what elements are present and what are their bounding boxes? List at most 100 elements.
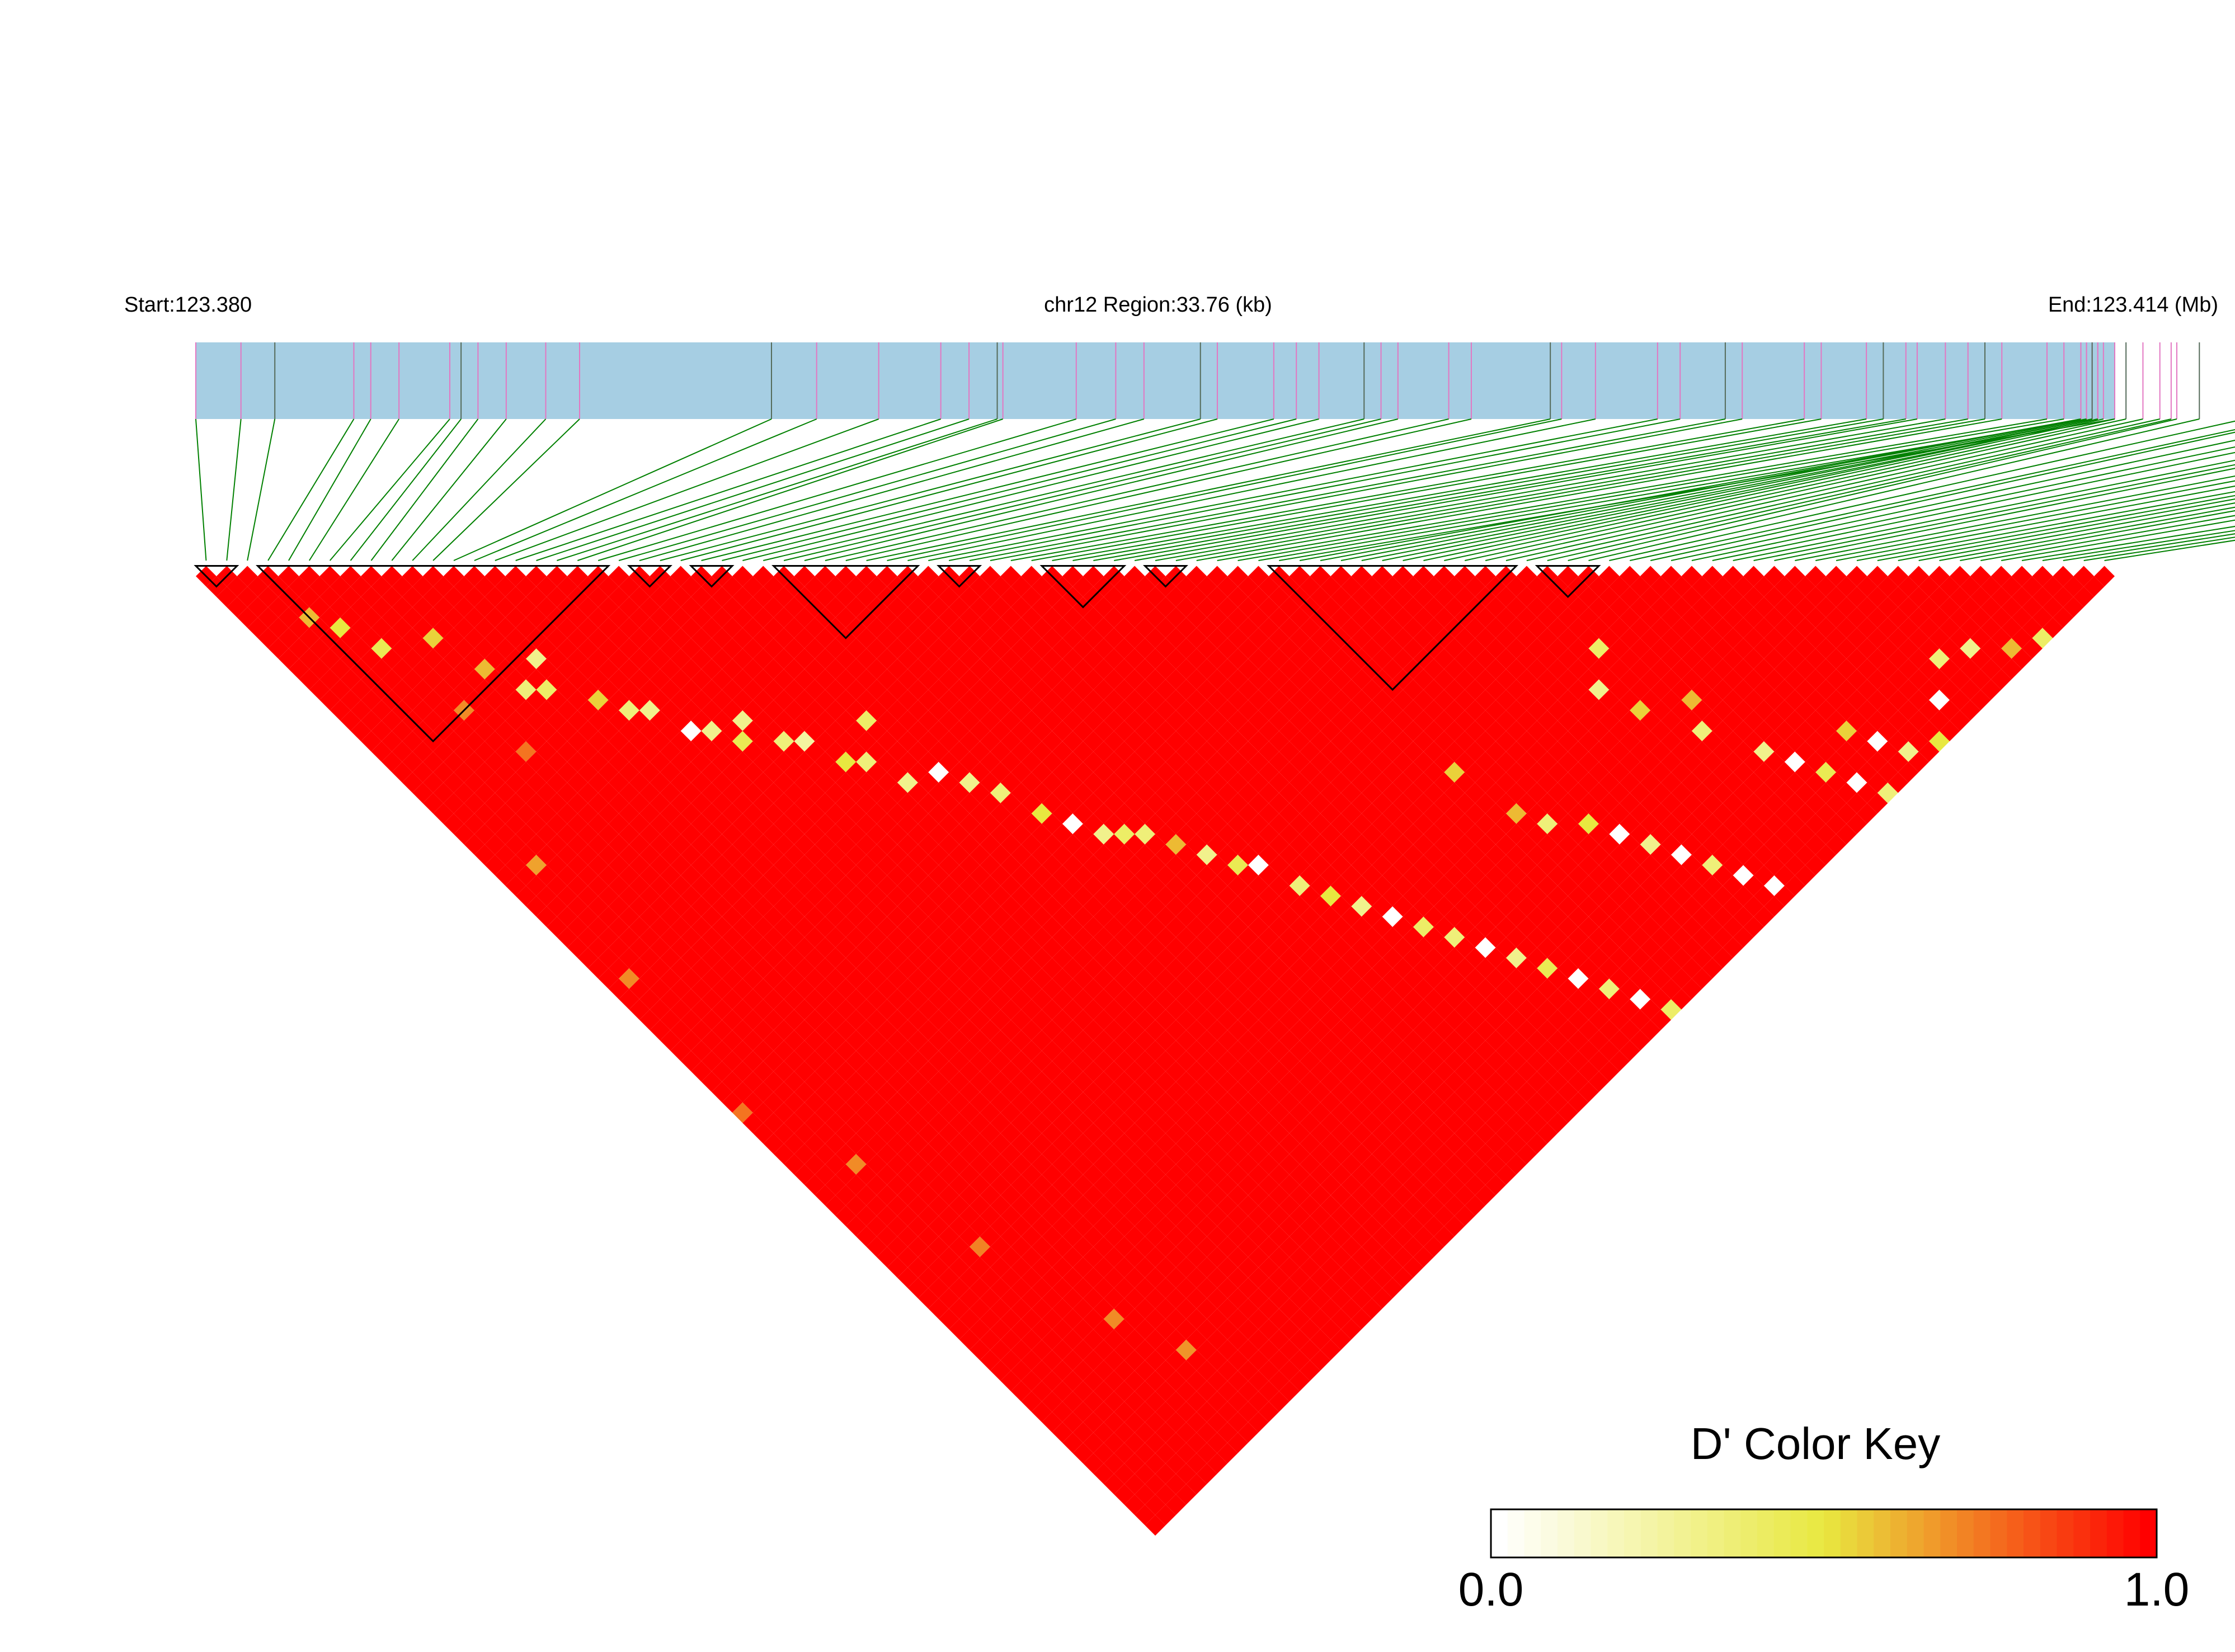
ld-cell bbox=[309, 576, 330, 597]
ld-cell bbox=[980, 669, 1001, 690]
ld-cell bbox=[732, 669, 753, 690]
ld-cell bbox=[1124, 628, 1145, 649]
ld-cell bbox=[825, 1030, 846, 1051]
ld-cell bbox=[1021, 813, 1042, 835]
ld-cell bbox=[928, 968, 949, 989]
ld-cell bbox=[980, 1205, 1001, 1226]
ld-cell bbox=[608, 628, 629, 649]
ld-cell bbox=[1207, 1081, 1228, 1103]
ld-cell bbox=[980, 1123, 1001, 1144]
ld-cell bbox=[928, 1112, 949, 1133]
ld-cell bbox=[1465, 926, 1486, 948]
ld-cell bbox=[691, 916, 712, 938]
ld-cell bbox=[1340, 1154, 1362, 1175]
ld-cell bbox=[1207, 628, 1228, 649]
ld-cell bbox=[526, 689, 547, 710]
ld-cell bbox=[866, 906, 887, 927]
snp-connector-line bbox=[1980, 515, 2235, 561]
ld-cell bbox=[1124, 1453, 1145, 1474]
color-key-min-label: 0.0 bbox=[1458, 1563, 1524, 1616]
ld-cell bbox=[268, 617, 289, 638]
ld-cell bbox=[1103, 731, 1124, 752]
ld-cell bbox=[1062, 999, 1083, 1020]
snp-connector-line bbox=[195, 418, 207, 561]
ld-cell bbox=[536, 823, 557, 845]
ld-cell bbox=[691, 958, 712, 979]
ld-cell bbox=[1103, 1185, 1124, 1206]
ld-cell bbox=[454, 679, 474, 700]
ld-cell bbox=[1505, 968, 1527, 989]
ld-cell bbox=[526, 731, 547, 752]
ld-cell bbox=[670, 854, 691, 876]
ld-cell bbox=[907, 1154, 929, 1175]
ld-cell bbox=[1423, 1112, 1444, 1133]
ld-cell bbox=[1465, 823, 1486, 845]
ld-cell bbox=[784, 1051, 805, 1072]
ld-cell bbox=[1000, 896, 1022, 917]
ld-cell bbox=[587, 669, 609, 690]
ld-cell bbox=[1062, 1309, 1083, 1330]
ld-cell bbox=[1423, 803, 1444, 824]
ld-cell bbox=[1083, 1309, 1104, 1330]
ld-cell bbox=[1083, 751, 1104, 773]
ld-cell bbox=[1124, 1143, 1145, 1165]
ld-cell bbox=[454, 782, 474, 803]
ld-cell bbox=[608, 793, 629, 814]
ld-cell bbox=[763, 700, 784, 721]
ld-cell bbox=[650, 628, 671, 649]
ld-cell bbox=[1289, 1350, 1310, 1371]
snp-connector-line bbox=[1774, 468, 2235, 561]
ld-cell bbox=[433, 576, 454, 597]
ld-cell bbox=[536, 658, 557, 680]
ld-cell bbox=[1165, 1309, 1187, 1330]
ld-cell bbox=[1062, 772, 1083, 793]
ld-cell bbox=[784, 1112, 805, 1133]
ld-cell bbox=[608, 937, 629, 958]
ld-cell bbox=[1000, 1205, 1022, 1226]
ld-cell bbox=[1000, 1185, 1022, 1206]
ld-cell bbox=[980, 1164, 1001, 1185]
ld-cell bbox=[845, 782, 867, 803]
ld-cell bbox=[1505, 1051, 1527, 1072]
ld-cell bbox=[907, 1133, 929, 1154]
ld-cell bbox=[1558, 999, 1579, 1020]
snp-connector-line bbox=[1568, 418, 2177, 561]
ld-cell bbox=[495, 679, 516, 700]
ld-cell bbox=[712, 999, 732, 1020]
ld-cell bbox=[1103, 813, 1124, 835]
ld-cell bbox=[1000, 731, 1022, 752]
ld-cell bbox=[309, 658, 330, 680]
ld-cell bbox=[670, 916, 691, 938]
ld-cell bbox=[1165, 916, 1187, 938]
ld-cell bbox=[845, 926, 867, 948]
ld-cell bbox=[1165, 793, 1187, 814]
ld-cell bbox=[1165, 1040, 1187, 1061]
ld-cell bbox=[505, 875, 526, 896]
ld-cell bbox=[866, 741, 887, 762]
snp-connector-line bbox=[412, 418, 547, 561]
ld-cell bbox=[1042, 751, 1063, 773]
snp-connector-line bbox=[1320, 418, 2081, 561]
ld-cell bbox=[670, 896, 691, 917]
ld-cell bbox=[1340, 906, 1362, 927]
ld-cell bbox=[1062, 1267, 1083, 1288]
ld-cell bbox=[845, 1009, 867, 1030]
ld-cell bbox=[825, 596, 846, 618]
ld-cell bbox=[1083, 1453, 1104, 1474]
ld-cell bbox=[1340, 1133, 1362, 1154]
ld-cell bbox=[1124, 896, 1145, 917]
ld-cell bbox=[670, 648, 691, 669]
ld-cell bbox=[763, 576, 784, 597]
ld-cell bbox=[1021, 1164, 1042, 1185]
ld-cell bbox=[845, 1154, 867, 1175]
ld-cell bbox=[959, 1040, 980, 1061]
ld-cell bbox=[629, 834, 650, 855]
ld-cell bbox=[433, 741, 454, 762]
ld-cell bbox=[866, 1092, 887, 1113]
ld-cell bbox=[1103, 772, 1124, 793]
ld-cell bbox=[928, 1277, 949, 1298]
ld-cell bbox=[1083, 1246, 1104, 1268]
ld-cell bbox=[907, 658, 929, 680]
ld-cell bbox=[629, 731, 650, 752]
